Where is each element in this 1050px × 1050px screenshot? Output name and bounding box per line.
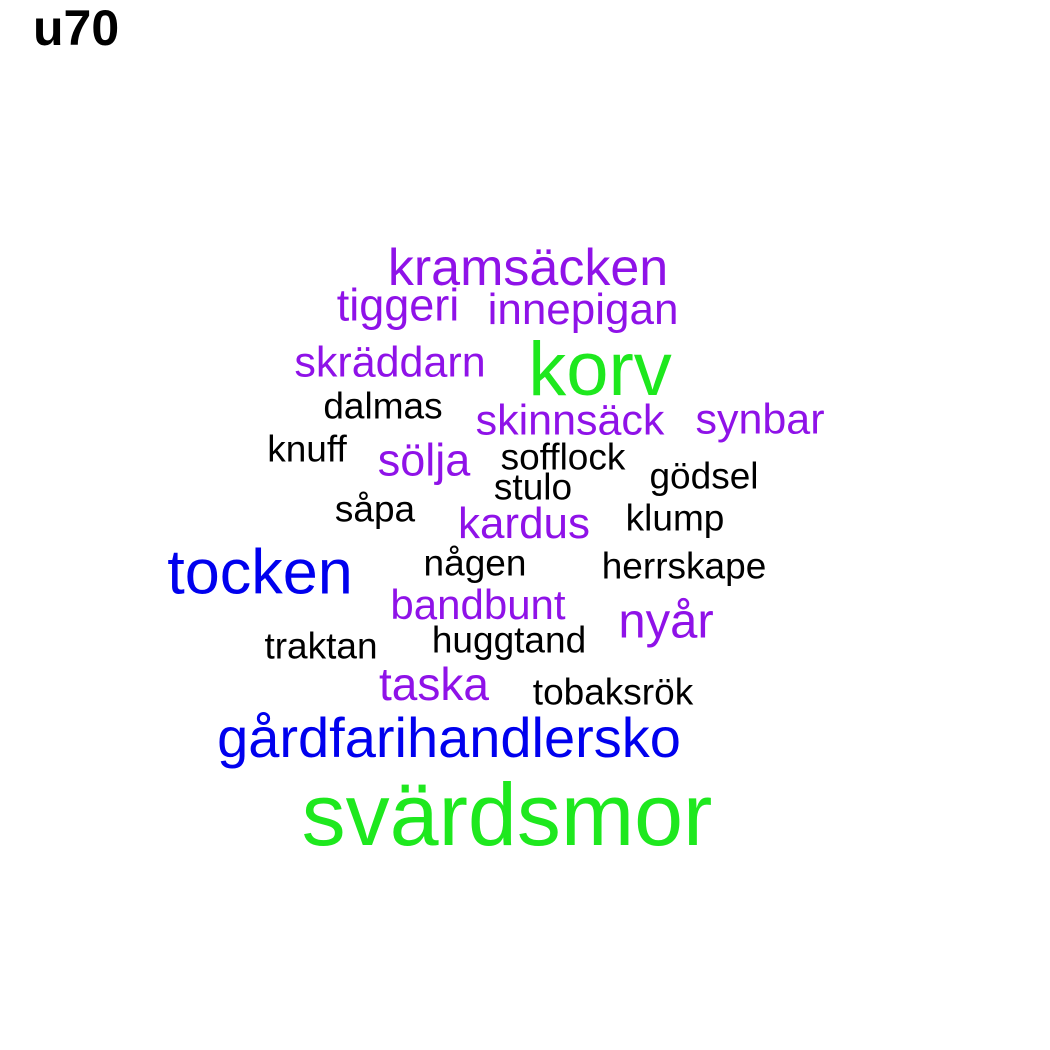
word-klump: klump <box>625 497 725 539</box>
word-kramsacken: kramsäcken <box>387 239 669 297</box>
word-sapa: såpa <box>334 488 416 530</box>
word-taska: taska <box>379 658 489 710</box>
word-solja: sölja <box>377 434 471 486</box>
page-title: u70 <box>33 0 120 56</box>
word-kardus: kardus <box>457 499 591 548</box>
word-herrskape: herrskape <box>601 545 767 587</box>
word-tocken: tocken <box>167 537 353 608</box>
word-nyar: nyår <box>618 594 714 649</box>
word-tobaksrok: tobaksrök <box>532 671 694 713</box>
word-godsel: gödsel <box>649 455 759 497</box>
word-stulo: stulo <box>493 466 573 508</box>
word-synbar: synbar <box>695 395 825 444</box>
word-huggtand: huggtand <box>431 619 587 661</box>
word-svardsmor: svärdsmor <box>301 765 713 864</box>
word-tiggeri: tiggeri <box>336 279 460 331</box>
word-gardfarihandlersko: gårdfarihandlersko <box>217 706 681 769</box>
word-dalmas: dalmas <box>323 385 443 427</box>
word-skinnsack: skinnsäck <box>475 396 665 445</box>
word-nagen: någen <box>423 542 527 584</box>
word-innepigan: innepigan <box>487 285 679 334</box>
word-bandbunt: bandbunt <box>390 581 566 628</box>
word-knuff: knuff <box>267 428 347 470</box>
word-korv: korv <box>528 327 672 412</box>
word-skraddarn: skräddarn <box>294 338 486 387</box>
word-traktan: traktan <box>264 625 378 667</box>
word-sofflock: sofflock <box>500 436 626 478</box>
